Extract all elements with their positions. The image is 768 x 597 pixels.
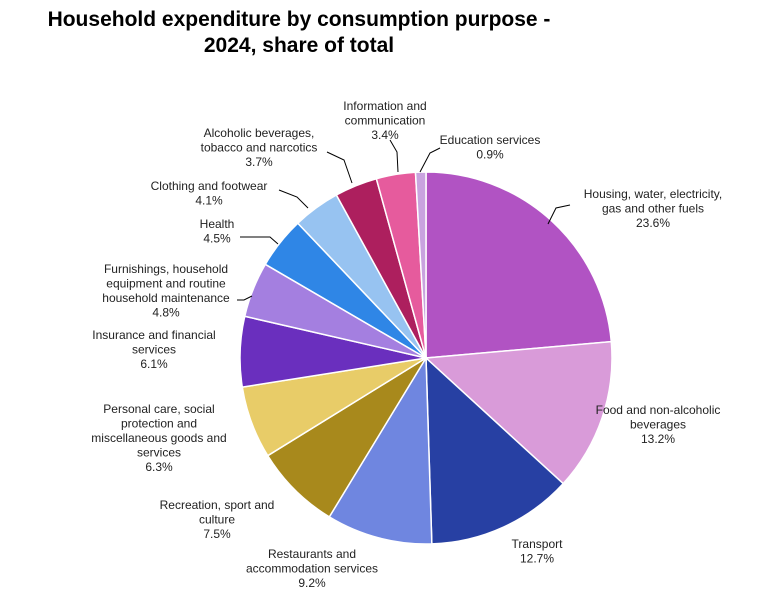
- slice-label-2: Food and non-alcoholic beverages 13.2%: [596, 403, 721, 446]
- slice-name-line: protection and: [121, 417, 197, 431]
- leader-line-9: [240, 236, 279, 245]
- slice-value-label: 6.1%: [140, 357, 168, 371]
- slice-name-line: Transport: [512, 537, 564, 551]
- slice-value-label: 0.9%: [476, 148, 504, 162]
- slice-name-line: Recreation, sport and: [160, 498, 275, 512]
- pie-slices: [239, 171, 613, 545]
- slice-label-13: Education services 0.9%: [440, 133, 541, 162]
- pie-slice-1: [425, 171, 613, 359]
- slice-value-label: 13.2%: [641, 432, 675, 446]
- slice-labels: Housing, water, electricity, gas and othe…: [91, 99, 722, 590]
- slice-name-line: household maintenance: [102, 291, 230, 305]
- slice-value-label: 4.5%: [203, 232, 231, 246]
- slice-name-line: miscellaneous goods and: [91, 431, 226, 445]
- slice-value-label: 4.8%: [152, 306, 180, 320]
- slice-name-line: communication: [345, 114, 426, 128]
- slice-label-4: Restaurants and accommodation services 9.2…: [246, 547, 378, 590]
- leader-line-8: [237, 295, 253, 301]
- slice-name-line: equipment and routine: [106, 277, 226, 291]
- slice-name-line: beverages: [630, 418, 686, 432]
- slice-value-label: 4.1%: [195, 194, 223, 208]
- slice-name-line: Housing, water, electricity,: [584, 187, 723, 201]
- slice-name-line: services: [132, 343, 176, 357]
- slice-name-line: services: [137, 446, 181, 460]
- slice-value-label: 7.5%: [203, 527, 231, 541]
- slice-name-line: tobacco and narcotics: [201, 141, 318, 155]
- slice-label-7: Insurance and financial services 6.1%: [92, 328, 215, 371]
- slice-label-9: Health 4.5%: [200, 217, 235, 246]
- slice-name-line: Alcoholic beverages,: [204, 126, 315, 140]
- pie-slice-3: [425, 356, 565, 545]
- slice-name-line: gas and other fuels: [602, 202, 704, 216]
- slice-name-line: Food and non-alcoholic: [596, 403, 721, 417]
- slice-name-line: Furnishings, household: [104, 262, 228, 276]
- leader-lines: [237, 139, 571, 301]
- leader-line-11: [326, 151, 353, 184]
- slice-name-line: Education services: [440, 133, 541, 147]
- slice-name-line: Personal care, social: [103, 402, 214, 416]
- slice-name-line: Clothing and footwear: [151, 179, 268, 193]
- slice-value-label: 12.7%: [520, 552, 554, 566]
- slice-value-label: 6.3%: [145, 460, 173, 474]
- slice-value-label: 9.2%: [298, 576, 326, 590]
- pie-slice-4: [328, 355, 433, 545]
- pie-slice-2: [424, 340, 613, 485]
- slice-label-8: Furnishings, household equipment and rout…: [102, 262, 230, 320]
- slice-label-10: Clothing and footwear 4.1%: [151, 179, 268, 208]
- leader-line-10: [278, 189, 309, 209]
- leader-line-13: [419, 147, 441, 173]
- slice-label-12: Information and communication 3.4%: [343, 99, 426, 142]
- slice-name-line: culture: [199, 513, 235, 527]
- leader-line-12: [389, 139, 399, 173]
- slice-name-line: Restaurants and: [268, 547, 356, 561]
- slice-label-3: Transport 12.7%: [512, 537, 564, 566]
- slice-value-label: 3.7%: [245, 155, 273, 169]
- slice-name-line: accommodation services: [246, 562, 378, 576]
- slice-value-label: 23.6%: [636, 216, 670, 230]
- chart-title-line-1: Household expenditure by consumption pur…: [48, 8, 551, 31]
- slice-value-label: 3.4%: [371, 128, 399, 142]
- slice-name-line: Insurance and financial: [92, 328, 215, 342]
- slice-label-6: Personal care, social protection and misce…: [91, 402, 226, 474]
- leader-line-1: [547, 204, 571, 225]
- slice-name-line: Health: [200, 217, 235, 231]
- slice-label-11: Alcoholic beverages, tobacco and narcotic…: [201, 126, 318, 169]
- slice-label-5: Recreation, sport and culture 7.5%: [160, 498, 275, 541]
- pie-slice-13: [414, 171, 427, 359]
- chart-title-line-2: 2024, share of total: [204, 34, 394, 57]
- slice-label-1: Housing, water, electricity, gas and othe…: [584, 187, 723, 230]
- slice-name-line: Information and: [343, 99, 426, 113]
